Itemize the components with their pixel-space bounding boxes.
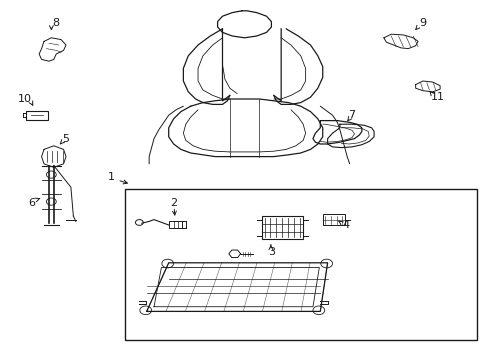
Bar [322, 214, 344, 225]
Text: 7: 7 [348, 110, 355, 120]
Text: 1: 1 [108, 172, 115, 182]
Bar [261, 216, 303, 239]
Text: 4: 4 [342, 220, 349, 230]
Text: 11: 11 [430, 92, 444, 102]
Text: 5: 5 [62, 134, 69, 144]
Bar [124, 189, 476, 340]
Text: 6: 6 [28, 198, 35, 208]
Text: 2: 2 [170, 198, 177, 208]
Bar [25, 111, 48, 120]
Text: 9: 9 [419, 18, 426, 28]
Bar [168, 221, 182, 228]
Text: 8: 8 [53, 18, 60, 28]
Text: 3: 3 [267, 247, 274, 257]
Text: 10: 10 [18, 94, 31, 104]
